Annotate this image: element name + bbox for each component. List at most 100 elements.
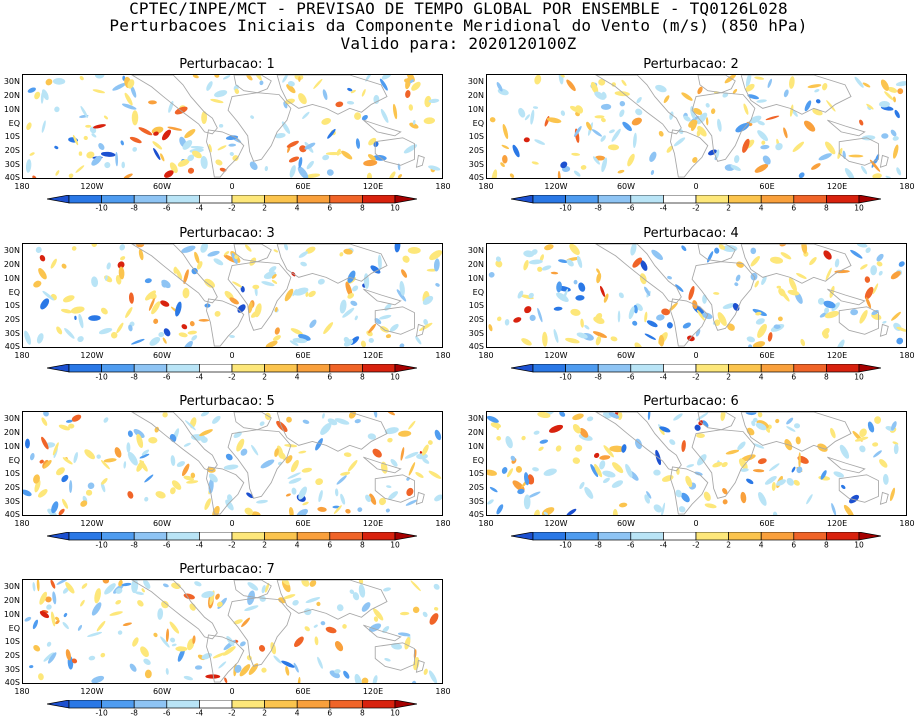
- perturbation-cell: [177, 648, 185, 662]
- perturbation-cell: [246, 492, 254, 499]
- perturbation-cell: [402, 255, 410, 263]
- perturbation-cell: [776, 285, 782, 289]
- perturbation-cell: [752, 341, 766, 347]
- perturbation-cell: [326, 169, 334, 176]
- perturbation-cell: [682, 322, 691, 329]
- perturbation-cell: [745, 75, 752, 88]
- perturbation-cell: [354, 673, 362, 683]
- coastlines: [595, 244, 889, 347]
- coastline: [697, 244, 736, 263]
- colorbar-box: [630, 194, 664, 204]
- perturbation-cell: [560, 161, 568, 169]
- perturbation-cell: [800, 338, 806, 347]
- perturbation-cell: [880, 79, 889, 91]
- latitude-label: 40S: [468, 342, 484, 351]
- perturbation-cell: [612, 462, 624, 474]
- perturbation-cell: [346, 100, 355, 105]
- perturbation-cell: [661, 308, 670, 316]
- perturbation-cell: [225, 135, 239, 140]
- perturbation-cell: [347, 459, 358, 472]
- perturbation-cell: [372, 448, 382, 458]
- perturbation-cell: [697, 454, 707, 466]
- perturbation-cell: [136, 433, 144, 449]
- colorbar-box: [199, 363, 233, 373]
- perturbation-cell: [43, 652, 55, 662]
- perturbation-cell: [419, 322, 433, 331]
- perturbation-cell: [181, 245, 196, 253]
- perturbation-cell: [309, 319, 317, 328]
- perturbation-cell: [878, 270, 883, 276]
- perturbation-cell: [129, 663, 137, 672]
- perturbation-cell: [761, 275, 767, 285]
- colorbar-tick-label: 8: [824, 373, 829, 381]
- perturbation-cell: [379, 78, 388, 91]
- perturbation-cell: [280, 580, 290, 586]
- perturbation-cell: [222, 646, 236, 656]
- perturbation-cell: [539, 439, 549, 444]
- perturbation-cell: [119, 244, 125, 251]
- colorbar-tick-label: -8: [130, 709, 138, 717]
- perturbation-cell: [579, 481, 585, 490]
- perturbation-cell: [370, 265, 381, 274]
- perturbation-cell: [194, 581, 202, 587]
- colorbar-tick-label: -8: [594, 373, 602, 381]
- perturbation-cell: [171, 643, 177, 647]
- coastline: [827, 288, 866, 306]
- perturbation-cell: [421, 444, 429, 456]
- perturbation-cell: [212, 505, 220, 515]
- colorbar-tick-label: -2: [228, 541, 236, 549]
- perturbation-cell: [775, 142, 783, 151]
- perturbation-cell: [68, 423, 75, 429]
- longitude-label: 0: [693, 351, 699, 360]
- perturbation-cell: [343, 339, 354, 347]
- perturbation-cell: [161, 600, 169, 609]
- perturbation-cell: [305, 291, 309, 297]
- coastline: [879, 491, 889, 505]
- perturbation-cell: [422, 295, 434, 305]
- perturbation-cell: [822, 83, 828, 91]
- colorbar-box: [597, 194, 632, 204]
- perturbation-cell: [864, 286, 874, 300]
- perturbation-cell: [182, 140, 193, 150]
- coastline: [415, 323, 425, 337]
- colorbar-tick-label: 10: [854, 204, 864, 212]
- colorbar-box: [101, 363, 135, 373]
- coastline: [374, 474, 415, 503]
- perturbation-cell: [594, 115, 605, 119]
- perturbation-cell: [54, 145, 59, 150]
- latitude-label: 30N: [467, 414, 484, 423]
- colorbar-tick-label: -10: [559, 204, 571, 212]
- coastline: [595, 412, 682, 472]
- coastline: [233, 75, 272, 94]
- perturbation-cell: [52, 78, 66, 85]
- colorbar-box: [695, 194, 729, 204]
- perturbation-field: [488, 244, 906, 347]
- perturbation-cell: [27, 87, 36, 93]
- colorbar-box: [826, 194, 860, 204]
- perturbation-cell: [584, 486, 594, 499]
- perturbation-cell: [373, 608, 384, 621]
- perturbation-cell: [423, 319, 428, 326]
- perturbation-cell: [363, 273, 370, 289]
- latitude-label: EQ: [472, 288, 484, 297]
- colorbar-box: [68, 363, 102, 373]
- perturbation-cell: [116, 322, 124, 334]
- longitude-label: 180: [435, 519, 451, 528]
- perturbation-map: [22, 411, 443, 516]
- perturbation-cell: [155, 491, 166, 499]
- perturbation-cell: [218, 661, 227, 669]
- perturbation-cell: [98, 143, 105, 150]
- perturbation-cell: [413, 656, 420, 671]
- perturbation-cell: [320, 621, 326, 626]
- longitude-label: 60E: [759, 351, 775, 360]
- perturbation-cell: [647, 412, 651, 421]
- perturbation-cell: [378, 497, 386, 506]
- perturbation-cell: [534, 139, 545, 145]
- perturbation-cell: [412, 606, 420, 614]
- colorbar: -10 -8 -6 -4 -2 2 4 6 8 10: [46, 194, 418, 213]
- perturbation-cell: [281, 660, 295, 668]
- perturbation-cell: [153, 147, 161, 160]
- perturbation-cell: [559, 75, 565, 78]
- colorbar-box: [231, 699, 265, 709]
- perturbation-cell: [322, 89, 328, 101]
